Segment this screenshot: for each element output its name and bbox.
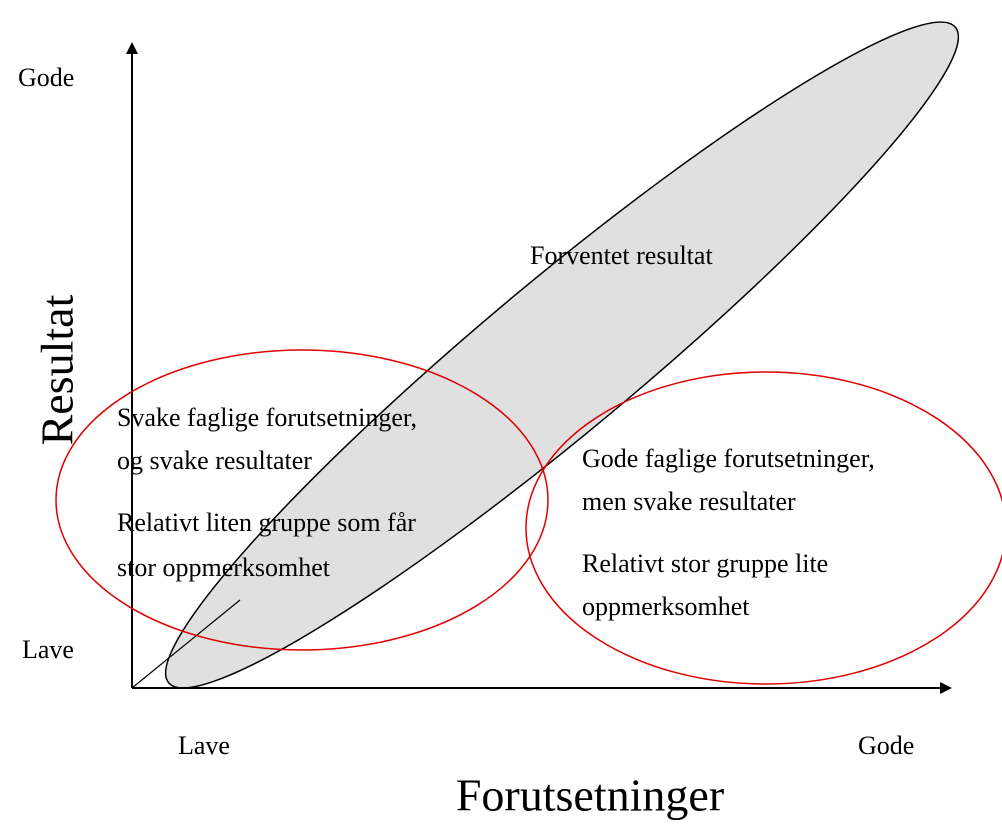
x-high-label: Gode: [858, 731, 914, 760]
x-axis-title: Forutsetninger: [456, 770, 724, 821]
region-note: oppmerksomhet: [582, 592, 750, 621]
region-note: Relativt stor gruppe lite: [582, 549, 828, 578]
left-region-ellipse: [55, 349, 549, 651]
y-axis-title: Resultat: [32, 294, 83, 445]
region-text: og svake resultater: [117, 446, 312, 475]
region-note: Relativt liten gruppe som får: [117, 508, 416, 537]
region-note: stor oppmerksomhet: [117, 553, 331, 582]
y-high-label: Gode: [18, 63, 74, 92]
right-region-ellipse: [525, 371, 1002, 685]
region-label: Forventet resultat: [530, 241, 713, 270]
region-text: Svake faglige forutsetninger,: [117, 403, 417, 432]
y-low-label: Lave: [22, 635, 74, 664]
diagonal-line: [131, 599, 241, 689]
region-text: Gode faglige forutsetninger,: [582, 444, 875, 473]
expected-ellipse: [164, 21, 960, 689]
region-text: men svake resultater: [582, 487, 796, 516]
x-low-label: Lave: [178, 731, 230, 760]
